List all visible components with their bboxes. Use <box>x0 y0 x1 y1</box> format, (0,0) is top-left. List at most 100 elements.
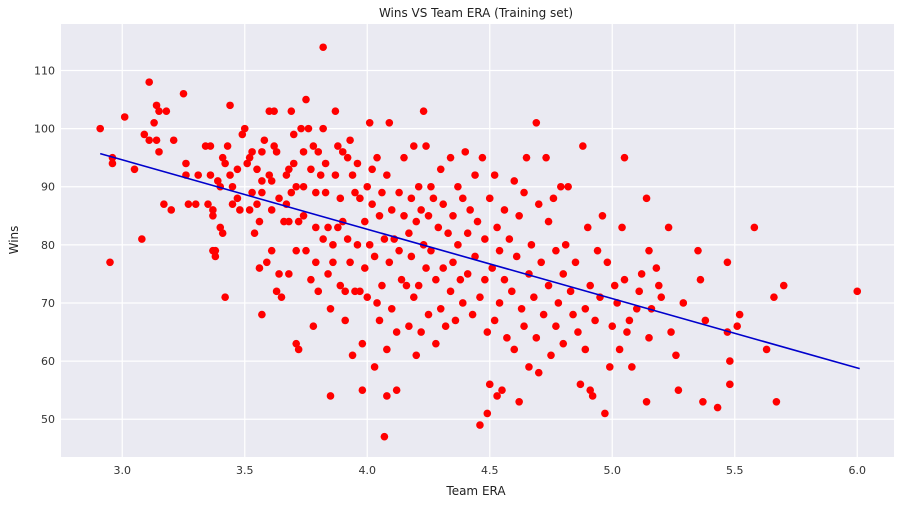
data-point <box>586 386 594 394</box>
data-point <box>417 206 425 214</box>
data-point <box>361 264 369 272</box>
data-point <box>432 275 440 284</box>
data-point <box>287 107 296 115</box>
x-tick-labels: 3.0 3.5 4.0 4.5 5.0 5.5 6.0 <box>114 464 867 477</box>
data-point <box>319 43 327 52</box>
data-point <box>233 194 242 203</box>
data-point <box>559 270 568 278</box>
data-point <box>245 153 254 162</box>
data-point <box>539 310 548 319</box>
data-point <box>108 159 117 168</box>
data-point <box>414 281 423 290</box>
data-point <box>385 119 394 127</box>
data-point <box>552 246 560 255</box>
data-point <box>336 281 345 290</box>
data-point <box>258 310 266 319</box>
data-point <box>378 281 386 290</box>
data-point <box>387 206 396 214</box>
data-point <box>723 258 732 267</box>
data-point <box>162 107 171 115</box>
data-point <box>564 182 572 191</box>
data-point <box>211 252 220 261</box>
data-point <box>623 328 631 336</box>
data-point <box>248 188 256 197</box>
data-point <box>218 229 227 238</box>
data-point <box>451 316 460 325</box>
data-point <box>733 322 741 331</box>
data-point <box>581 345 590 354</box>
data-point <box>334 142 342 150</box>
data-point <box>302 246 310 255</box>
data-point <box>211 246 220 255</box>
data-point <box>253 165 261 174</box>
data-point <box>412 217 421 226</box>
data-point <box>380 235 389 243</box>
data-point <box>642 194 651 203</box>
data-point <box>422 264 430 272</box>
data-point <box>348 351 357 360</box>
data-point <box>542 153 550 162</box>
data-point <box>591 316 599 325</box>
data-point <box>544 217 553 226</box>
data-point <box>363 182 372 191</box>
data-point <box>289 159 298 168</box>
data-point <box>463 270 472 278</box>
data-point <box>476 293 484 301</box>
data-point <box>282 171 291 179</box>
data-point <box>412 351 421 360</box>
data-point <box>522 153 531 162</box>
data-point <box>483 409 492 418</box>
x-tick-label: 5.0 <box>604 464 622 477</box>
data-point <box>270 142 278 150</box>
data-point <box>228 200 237 208</box>
data-point <box>557 182 565 191</box>
data-point <box>574 328 582 336</box>
data-point <box>365 119 374 127</box>
data-point <box>307 275 315 284</box>
data-point <box>182 159 190 168</box>
data-point <box>378 188 386 197</box>
data-point <box>405 322 413 331</box>
data-point <box>417 328 425 336</box>
data-point <box>530 293 538 301</box>
data-point <box>380 432 389 441</box>
data-point <box>508 287 516 296</box>
data-point <box>292 339 301 348</box>
data-point <box>750 223 759 232</box>
data-point <box>520 322 528 331</box>
data-point <box>253 200 261 208</box>
data-point <box>645 334 653 342</box>
data-point <box>559 339 568 348</box>
data-point <box>625 316 634 325</box>
data-point <box>532 334 541 342</box>
data-point <box>255 264 264 272</box>
data-point <box>679 299 688 307</box>
data-point <box>402 281 411 290</box>
data-point <box>397 275 406 284</box>
data-point <box>405 229 413 238</box>
data-point <box>667 328 675 336</box>
data-point <box>160 200 168 208</box>
data-points <box>96 43 862 441</box>
data-point <box>331 107 340 115</box>
data-point <box>615 345 624 354</box>
data-point <box>302 95 310 104</box>
data-point <box>275 270 283 278</box>
data-point <box>258 148 266 156</box>
data-point <box>593 246 602 255</box>
data-point <box>140 130 149 139</box>
data-point <box>324 223 332 232</box>
data-point <box>436 165 445 174</box>
data-point <box>456 275 465 284</box>
data-point <box>471 171 479 179</box>
data-point <box>726 357 734 365</box>
data-point <box>461 148 470 156</box>
y-tick-label: 80 <box>41 239 55 252</box>
data-point <box>434 223 443 232</box>
data-point <box>319 235 327 243</box>
data-point <box>223 142 232 150</box>
data-point <box>184 200 193 208</box>
data-point <box>373 153 381 162</box>
x-tick-label: 4.5 <box>481 464 499 477</box>
